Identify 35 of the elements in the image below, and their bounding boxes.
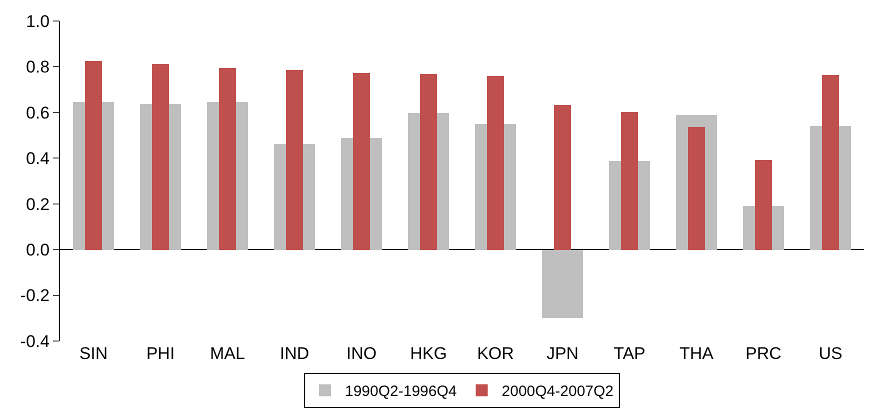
bar: [85, 61, 102, 250]
bar: [554, 105, 571, 250]
y-tick-label: 0.6: [26, 103, 50, 122]
bar: [621, 112, 638, 250]
bar: [286, 70, 303, 250]
y-tick-label: 0.0: [26, 240, 50, 260]
x-tick-label: KOR: [477, 344, 514, 363]
y-tick-label: 1.0: [26, 12, 50, 31]
bar: [755, 160, 772, 250]
y-tick-label: -0.2: [20, 286, 50, 306]
y-tick-label: 0.2: [26, 194, 50, 214]
legend-label: 1990Q2-1996Q4: [345, 383, 457, 400]
bar: [353, 73, 370, 250]
bar: [542, 250, 583, 318]
bar: [822, 75, 839, 250]
x-tick-label: JPN: [546, 344, 579, 363]
bar: [688, 127, 705, 250]
x-tick-label: PRC: [746, 344, 782, 363]
x-tick-label: THA: [680, 344, 714, 363]
legend-label: 2000Q4-2007Q2: [502, 383, 614, 400]
y-tick-label: -0.4: [20, 332, 50, 351]
x-tick-label: PHI: [146, 344, 175, 363]
x-tick-label: SIN: [79, 344, 108, 363]
x-tick-label: IND: [280, 344, 310, 363]
x-tick-label: INO: [346, 344, 377, 363]
x-tick-label: TAP: [614, 344, 646, 363]
bar: [219, 68, 236, 250]
x-tick-label: HKG: [410, 344, 447, 363]
bar: [152, 64, 169, 250]
x-tick-label: US: [818, 344, 842, 363]
bar: [487, 76, 504, 250]
x-tick-label: MAL: [210, 344, 245, 363]
bar: [420, 74, 437, 250]
y-tick-label: 0.8: [26, 58, 50, 77]
y-tick-label: 0.4: [26, 149, 50, 168]
